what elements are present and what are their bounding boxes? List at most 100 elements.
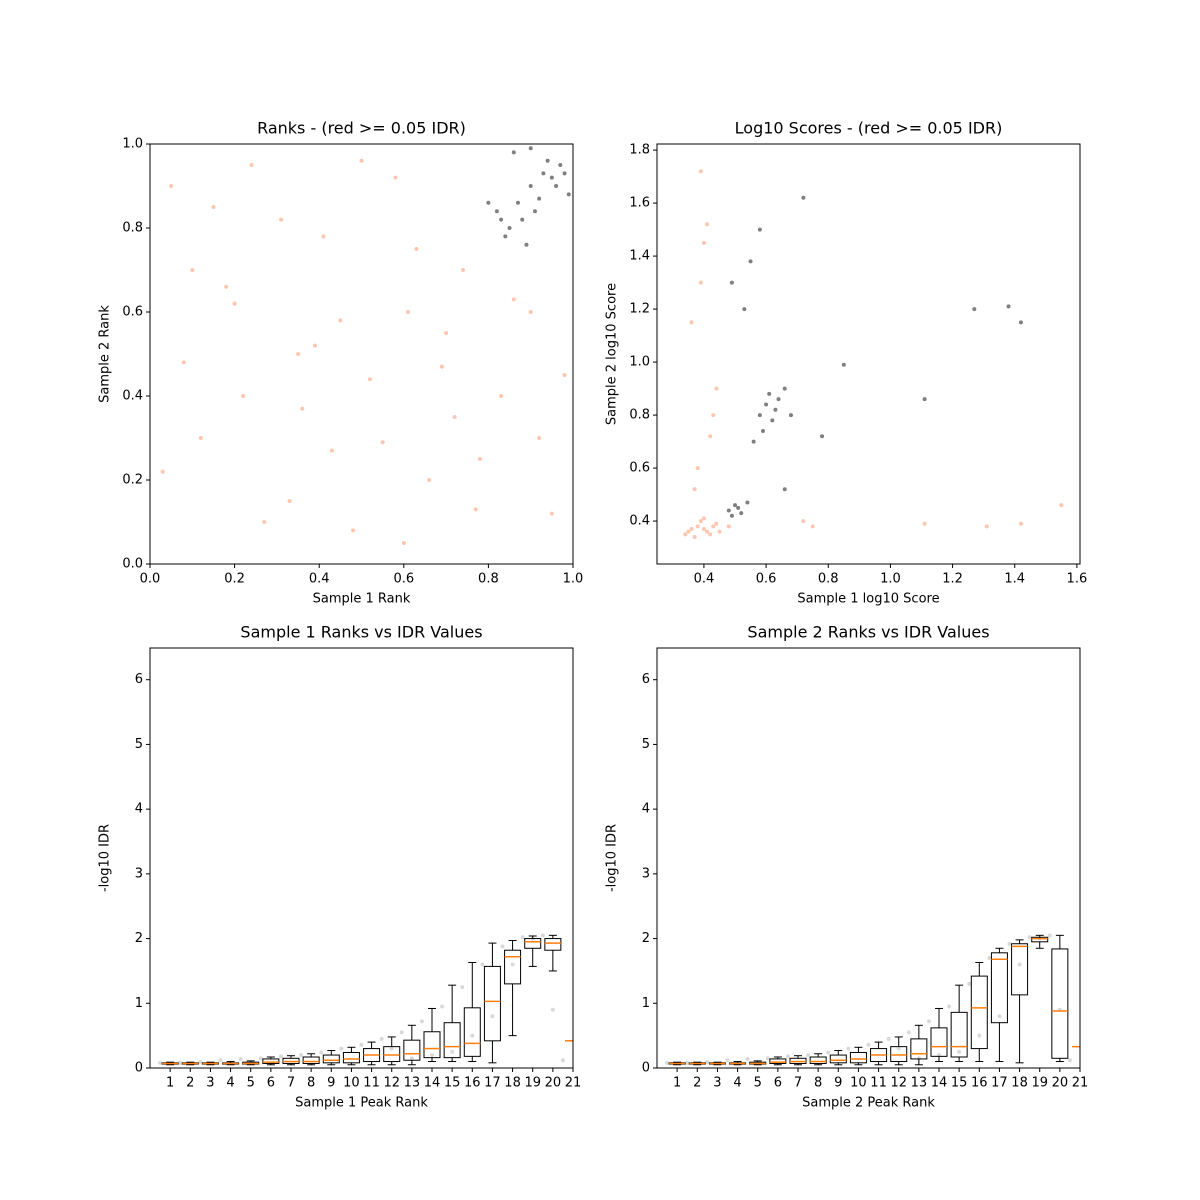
x-tick-label: 0.8 [478,572,499,587]
point [729,280,734,285]
box [322,1054,340,1064]
x-tick-label: 14 [424,1076,441,1091]
plot-area [665,933,1080,1066]
point [490,1014,495,1019]
x-tick-label: 3 [713,1076,721,1091]
subplot: Log10 Scores - (red >= 0.05 IDR) Sample 1… [605,119,1088,607]
x-tick-label: 13 [404,1076,421,1091]
point [389,1046,394,1051]
x-tick-label: 0.4 [694,572,715,587]
x-tick-label: 10 [343,1076,360,1091]
box [403,1039,421,1061]
x-tick-label: 1.0 [880,572,901,587]
point [480,962,485,967]
point [528,310,533,314]
axes-frame [149,647,574,1069]
axes-frame [656,143,1081,565]
point [906,1030,911,1035]
x-tick-label: 17 [991,1076,1008,1091]
point [705,222,710,227]
y-tick-label: 3 [135,866,143,881]
point [554,184,559,188]
point [757,227,762,232]
point [299,1053,304,1058]
point [1059,503,1064,508]
y-tick-label: 0 [135,1061,143,1076]
point [450,1049,455,1054]
x-tick-label: 7 [794,1076,802,1091]
box [809,1056,827,1064]
point [198,436,203,440]
x-tick-label: 13 [911,1076,928,1091]
point [367,377,372,382]
box [829,1054,847,1064]
x-tick-label: 16 [464,1076,481,1091]
point [520,217,525,222]
x-tick-label: 8 [307,1076,315,1091]
point [329,448,334,453]
point [486,200,491,205]
box [990,952,1008,1024]
point [528,184,533,188]
x-tick-label: 19 [1031,1076,1048,1091]
x-tick-label: 12 [383,1076,400,1091]
point [692,487,697,492]
point [494,209,499,214]
y-tick-label: 1.0 [629,355,650,370]
point [820,434,825,439]
point [406,310,411,314]
point [773,407,778,412]
point [359,1042,364,1047]
x-tick-label: 15 [951,1076,968,1091]
box [910,1038,928,1060]
point [549,175,554,180]
point [926,1019,931,1024]
point [430,1053,434,1058]
point [685,1060,690,1065]
x-tick-label: 19 [524,1076,541,1091]
chart-title: Ranks - (red >= 0.05 IDR) [257,119,466,138]
point [470,1033,475,1038]
point [380,440,385,445]
point [947,1004,952,1009]
point [296,352,301,356]
point [401,541,406,545]
y-tick-label: 1 [135,996,143,1011]
point [760,428,765,433]
point [701,516,706,521]
plot-area [160,146,571,545]
x-tick-label: 1 [166,1076,174,1091]
point [566,192,571,197]
point [399,1030,404,1035]
point [510,962,515,967]
point [178,1060,183,1065]
x-tick-label: 10 [850,1076,867,1091]
box [504,949,522,985]
point [757,413,762,418]
point [922,521,927,526]
subplot: Sample 2 Ranks vs IDR Values Sample 2 Pea… [605,623,1089,1111]
y-axis-label: -log10 IDR [98,824,113,892]
point [1017,962,1022,967]
x-tick-label: 2 [186,1076,194,1091]
point [550,1007,555,1012]
point [181,360,186,365]
point [393,175,398,180]
point [278,1054,283,1059]
point [461,268,466,272]
point [733,503,738,508]
y-tick-label: 1.8 [629,143,650,158]
point [190,268,195,272]
point [558,163,563,167]
y-tick-label: 2 [135,931,143,946]
point [321,234,326,239]
x-tick-label: 5 [754,1076,762,1091]
point [339,1046,344,1051]
point [742,307,747,312]
point [1018,320,1023,325]
x-tick-label: 9 [834,1076,842,1091]
box [544,938,562,951]
point [765,1056,770,1061]
point [683,532,688,537]
